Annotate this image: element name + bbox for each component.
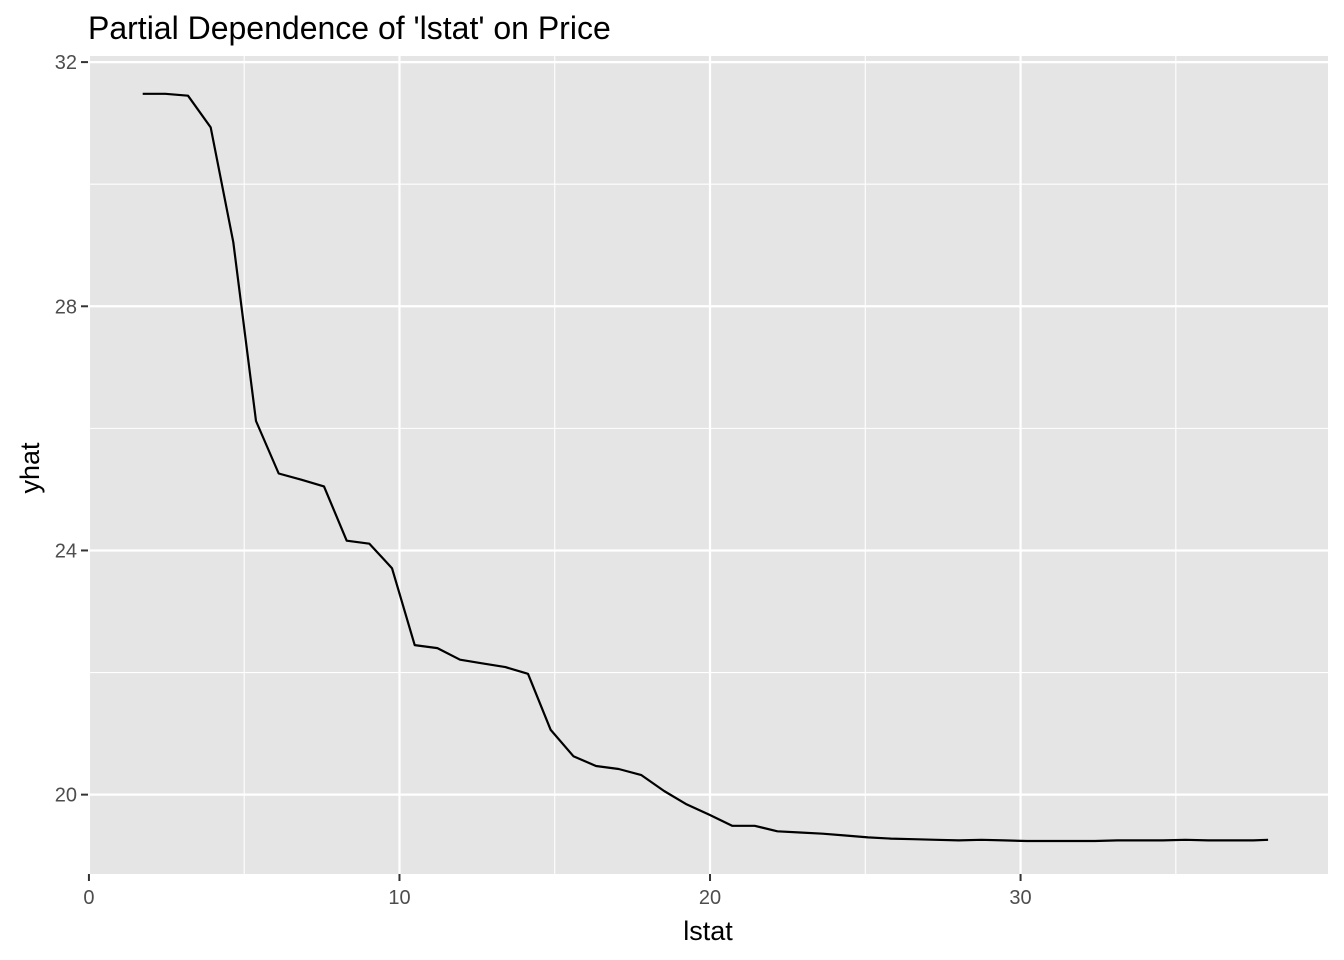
x-tick-label: 10 [388, 887, 410, 909]
series-line [142, 92, 1269, 843]
x-tick-label: 0 [83, 887, 94, 909]
x-tick-label: 30 [1009, 887, 1031, 909]
x-axis-title: lstat [683, 916, 733, 946]
y-tick-label: 32 [55, 52, 77, 74]
y-tick-label: 28 [55, 296, 77, 318]
y-tick-label: 24 [55, 540, 77, 562]
chart-title: Partial Dependence of 'lstat' on Price [88, 10, 611, 46]
y-tick-label: 20 [55, 785, 77, 807]
y-axis-title: yhat [15, 442, 45, 494]
plot-panel [88, 56, 1328, 874]
x-tick-label: 20 [699, 887, 721, 909]
plot-area: 0 10 20 30 20 24 28 32 [55, 52, 1328, 909]
